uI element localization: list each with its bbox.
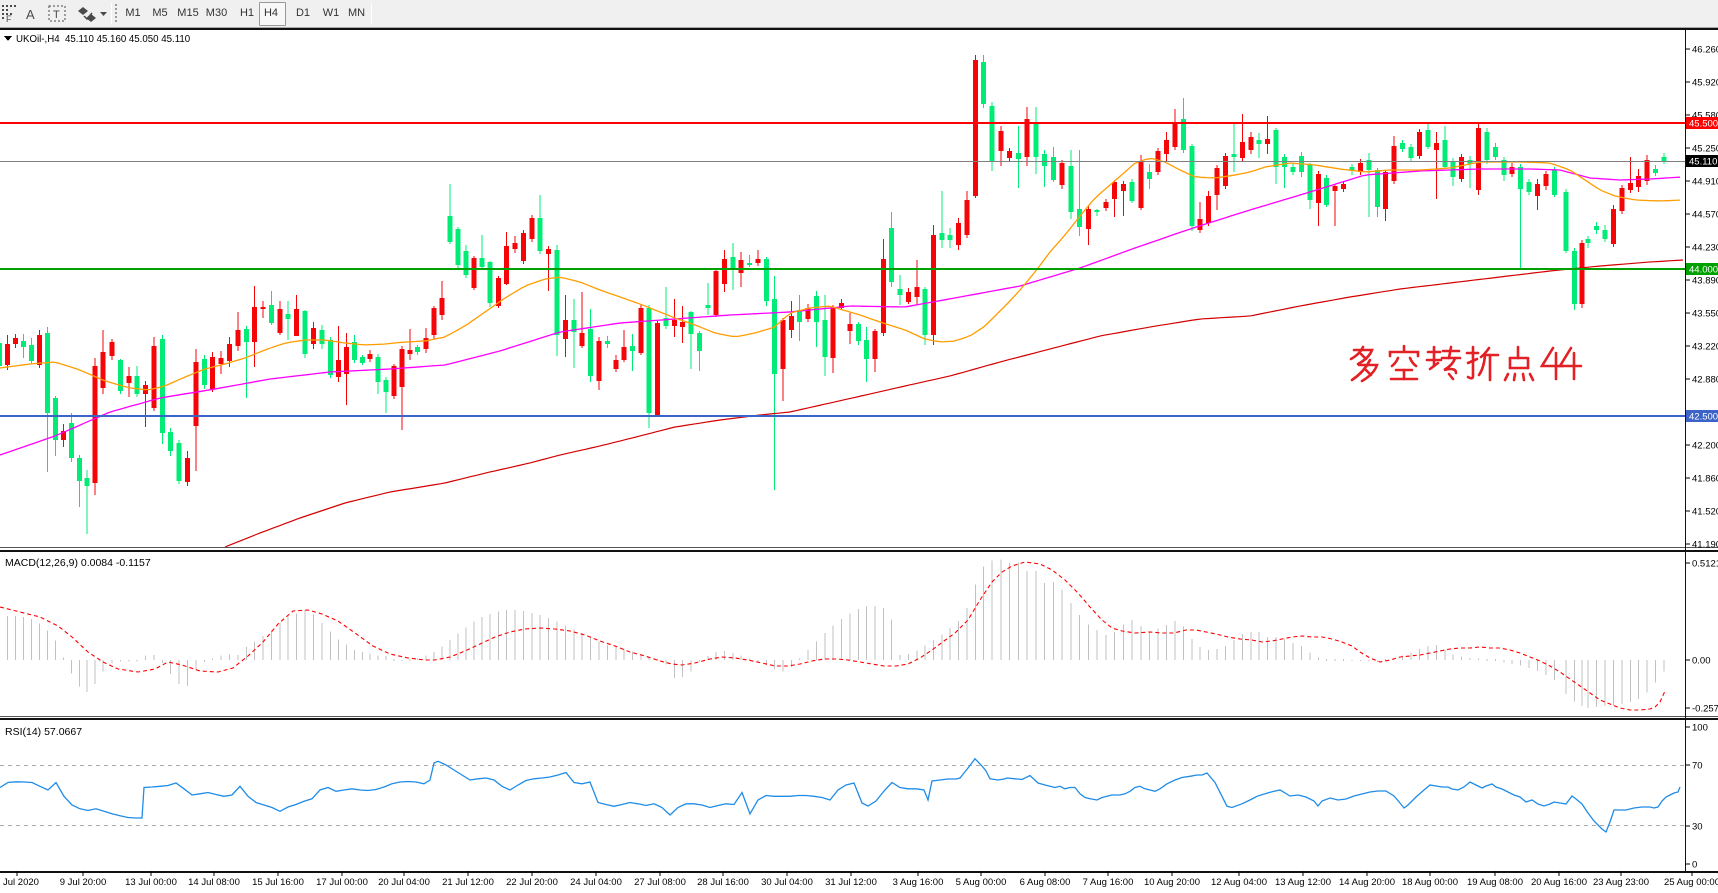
svg-text:12 Aug 04:00: 12 Aug 04:00 (1211, 877, 1267, 888)
svg-text:45.110: 45.110 (1689, 157, 1717, 168)
svg-text:45.250: 45.250 (1692, 144, 1718, 155)
svg-text:5 Aug 00:00: 5 Aug 00:00 (956, 877, 1007, 888)
svg-text:0.5121: 0.5121 (1692, 559, 1718, 570)
svg-text:-0.2578: -0.2578 (1692, 704, 1718, 715)
svg-text:18 Aug 00:00: 18 Aug 00:00 (1402, 877, 1458, 888)
svg-text:42.200: 42.200 (1692, 441, 1718, 452)
svg-text:RSI(14) 57.0667: RSI(14) 57.0667 (5, 726, 82, 738)
svg-text:42.880: 42.880 (1692, 375, 1718, 386)
svg-text:T: T (53, 9, 60, 21)
svg-text:42.500: 42.500 (1689, 412, 1718, 423)
svg-text:41.520: 41.520 (1692, 507, 1718, 518)
svg-text:13 Jul 00:00: 13 Jul 00:00 (125, 877, 177, 888)
svg-text:46.260: 46.260 (1692, 45, 1718, 56)
svg-text:43.550: 43.550 (1692, 309, 1718, 320)
svg-text:44.570: 44.570 (1692, 210, 1718, 221)
svg-text:41.860: 41.860 (1692, 474, 1718, 485)
svg-text:45.580: 45.580 (1692, 111, 1718, 122)
svg-text:14 Jul 08:00: 14 Jul 08:00 (188, 877, 240, 888)
svg-text:6 Aug 08:00: 6 Aug 08:00 (1020, 877, 1071, 888)
svg-text:14 Aug 20:00: 14 Aug 20:00 (1339, 877, 1395, 888)
svg-text:0.00: 0.00 (1692, 656, 1711, 667)
svg-text:31 Jul 12:00: 31 Jul 12:00 (825, 877, 877, 888)
svg-text:17 Jul 00:00: 17 Jul 00:00 (316, 877, 368, 888)
svg-text:3 Aug 16:00: 3 Aug 16:00 (893, 877, 944, 888)
svg-text:25 Aug 00:00: 25 Aug 00:00 (1664, 877, 1718, 888)
svg-text:28 Jul 16:00: 28 Jul 16:00 (697, 877, 749, 888)
svg-text:30: 30 (1692, 822, 1703, 833)
svg-text:8 Jul 2020: 8 Jul 2020 (0, 877, 39, 888)
svg-text:13 Aug 12:00: 13 Aug 12:00 (1275, 877, 1331, 888)
svg-text:15 Jul 16:00: 15 Jul 16:00 (252, 877, 304, 888)
svg-text:10 Aug 20:00: 10 Aug 20:00 (1144, 877, 1200, 888)
svg-text:70: 70 (1692, 761, 1703, 772)
svg-text:30 Jul 04:00: 30 Jul 04:00 (761, 877, 813, 888)
svg-text:0: 0 (1692, 860, 1697, 871)
svg-text:MACD(12,26,9) 0.0084 -0.1157: MACD(12,26,9) 0.0084 -0.1157 (5, 557, 151, 569)
svg-text:43.890: 43.890 (1692, 276, 1718, 287)
svg-text:22 Jul 20:00: 22 Jul 20:00 (506, 877, 558, 888)
svg-text:44.230: 44.230 (1692, 243, 1718, 254)
svg-text:A: A (26, 7, 35, 22)
svg-text:F: F (6, 14, 12, 24)
svg-text:23 Aug 23:00: 23 Aug 23:00 (1593, 877, 1649, 888)
svg-text:19 Aug 08:00: 19 Aug 08:00 (1467, 877, 1523, 888)
svg-text:27 Jul 08:00: 27 Jul 08:00 (634, 877, 686, 888)
svg-text:20 Jul 04:00: 20 Jul 04:00 (378, 877, 430, 888)
svg-text:UKOil-,H4 45.110 45.160 45.05: UKOil-,H4 45.110 45.160 45.050 45.110 (16, 34, 191, 45)
svg-text:20 Aug 16:00: 20 Aug 16:00 (1531, 877, 1587, 888)
svg-text:9 Jul 20:00: 9 Jul 20:00 (60, 877, 106, 888)
svg-text:44.910: 44.910 (1692, 177, 1718, 188)
svg-text:45.500: 45.500 (1689, 119, 1718, 130)
svg-text:45.920: 45.920 (1692, 78, 1718, 89)
svg-text:100: 100 (1692, 723, 1708, 734)
svg-text:24 Jul 04:00: 24 Jul 04:00 (570, 877, 622, 888)
svg-text:41.190: 41.190 (1692, 540, 1718, 551)
svg-text:21 Jul 12:00: 21 Jul 12:00 (442, 877, 494, 888)
svg-text:7 Aug 16:00: 7 Aug 16:00 (1083, 877, 1134, 888)
svg-text:44.000: 44.000 (1689, 265, 1718, 276)
svg-text:43.220: 43.220 (1692, 342, 1718, 353)
